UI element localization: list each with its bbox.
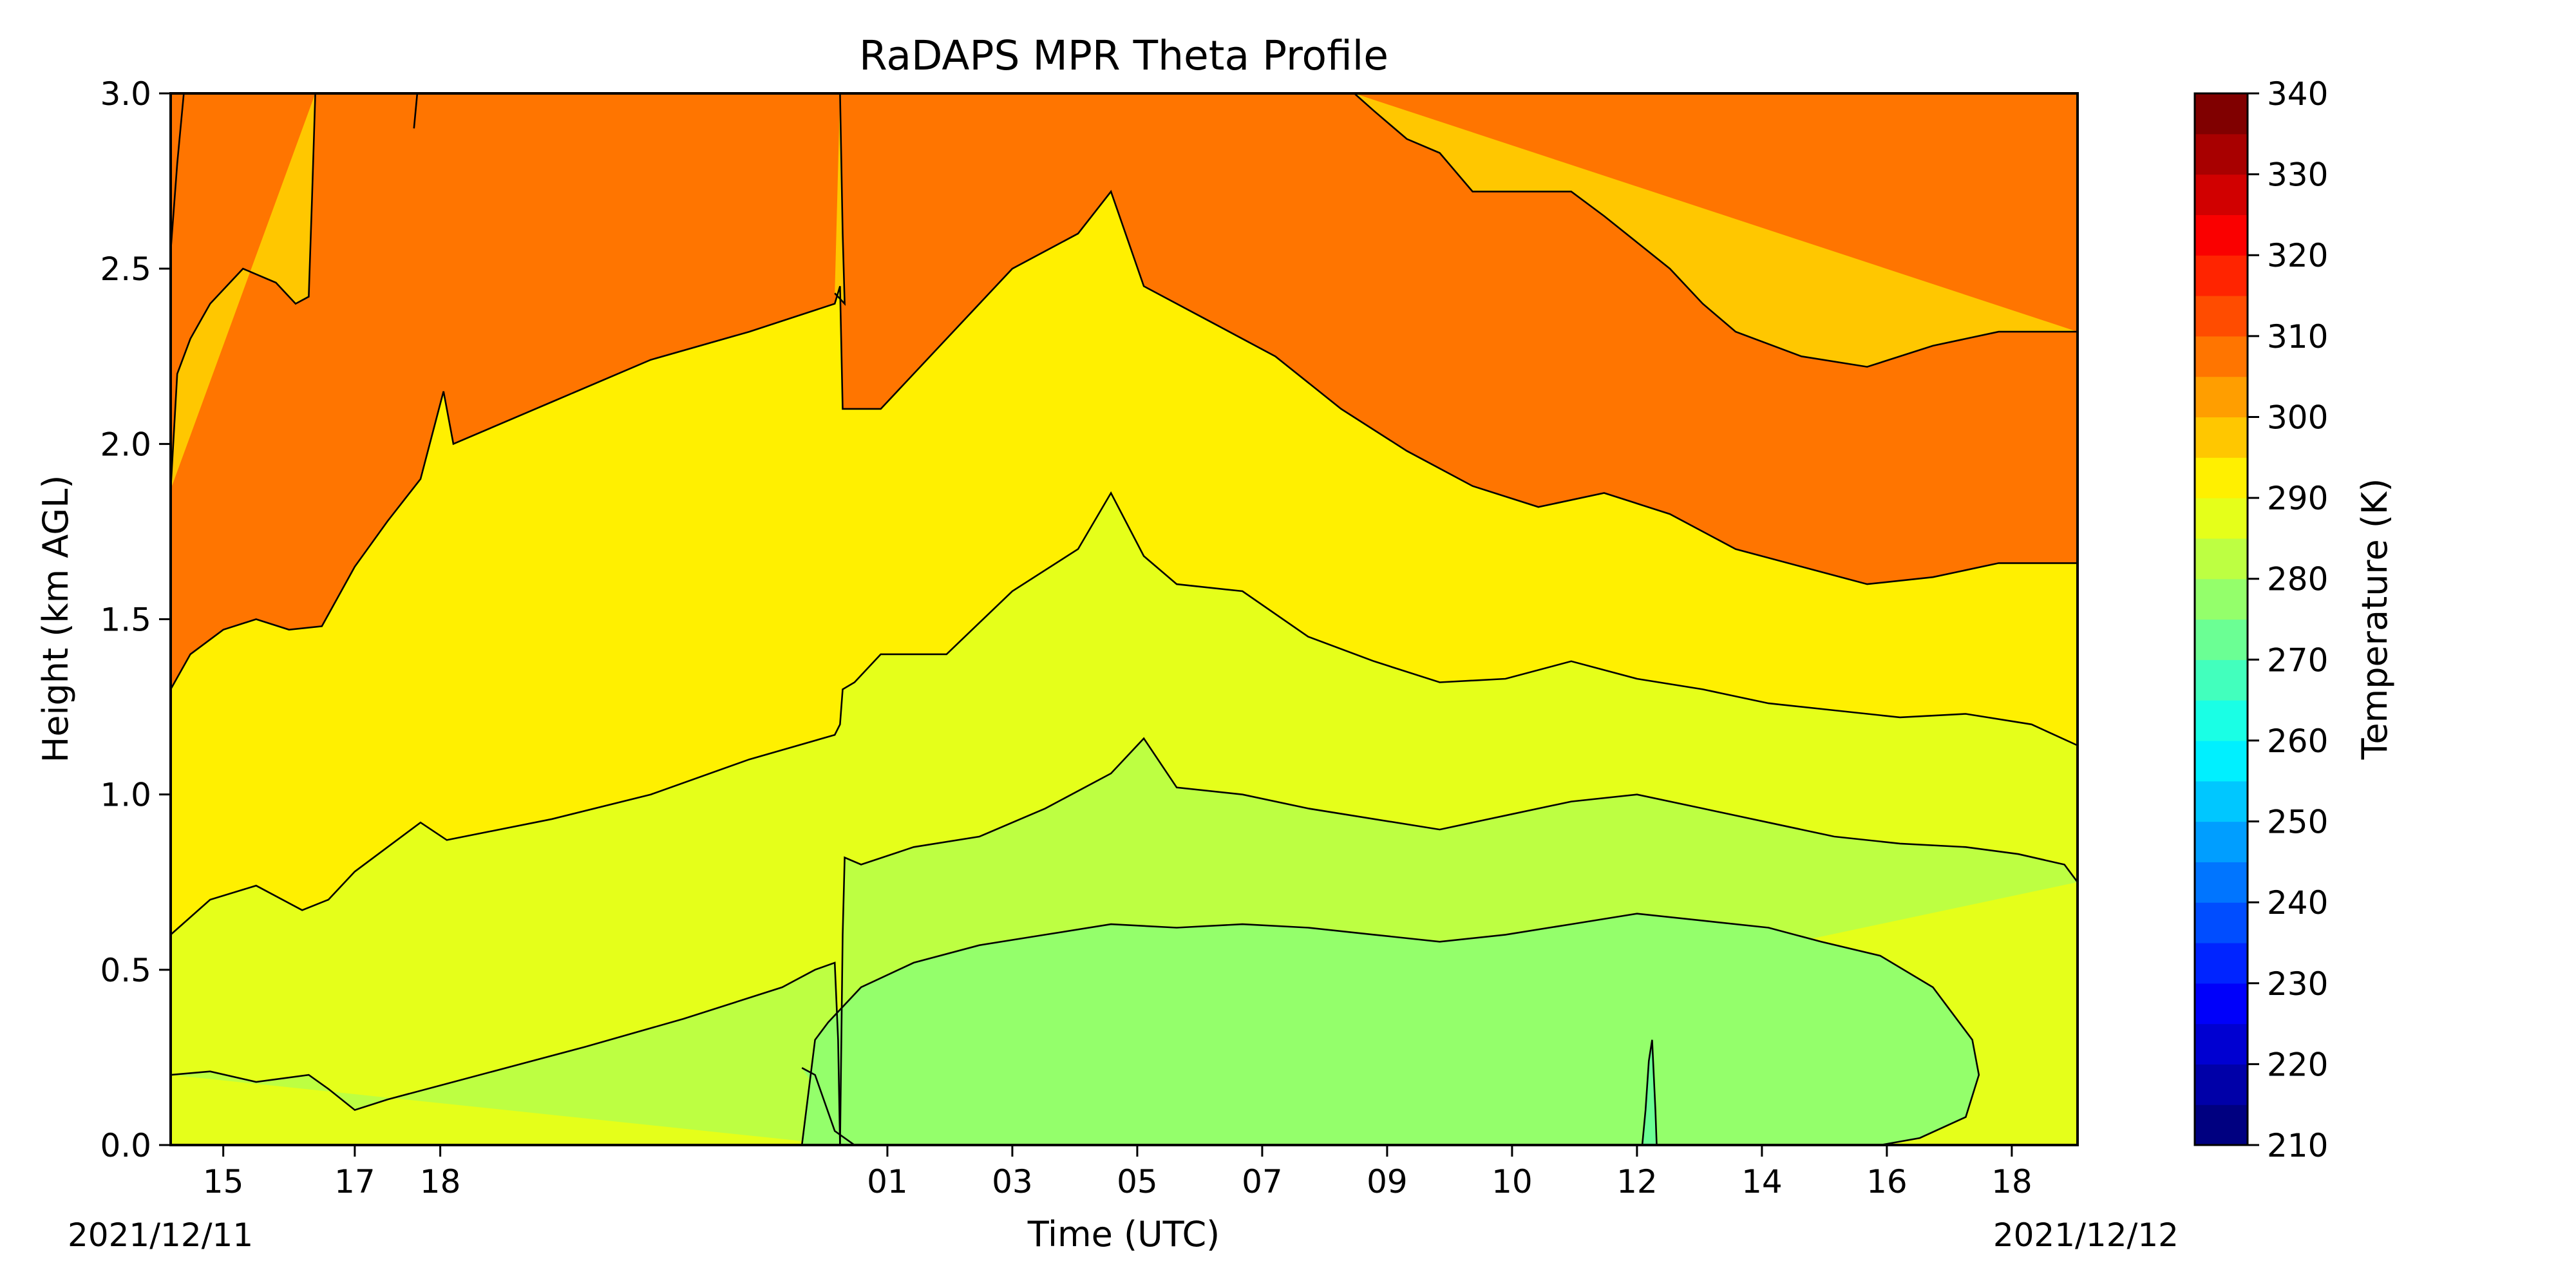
y-tick-label-5: 2.5 [100, 251, 151, 288]
contour-lines [171, 93, 2078, 1145]
band-below-280-0 [802, 913, 1979, 1145]
colorbar-bin-4 [2195, 942, 2248, 984]
colorbar-bin-9 [2195, 740, 2248, 782]
contour-285-4 [839, 737, 2078, 1145]
y-tick-label-1: 0.5 [100, 952, 151, 989]
colorbar-tick-label-10: 310 [2267, 318, 2328, 355]
y-axis-label: Height (km AGL) [35, 475, 76, 763]
x-tick-label-6: 07 [1242, 1163, 1283, 1200]
contour-300-8 [834, 93, 846, 306]
band-below-285-0 [171, 962, 840, 1145]
colorbar-bin-2 [2195, 1023, 2248, 1065]
contour-300-9 [1354, 93, 2078, 368]
colorbar-bin-17 [2195, 417, 2248, 458]
x-tick-label-4: 03 [992, 1163, 1033, 1200]
colorbar-bin-25 [2195, 93, 2248, 135]
colorbar-tick-label-0: 210 [2267, 1127, 2328, 1164]
colorbar-bin-22 [2195, 214, 2248, 256]
colorbar-bin-6 [2195, 862, 2248, 903]
contour-280-1 [800, 913, 1980, 1145]
contour-290-5 [171, 491, 2078, 936]
contour-300-7 [171, 93, 316, 490]
x-tick-label-10: 14 [1741, 1163, 1783, 1200]
colorbar: 210 220 230 240 250 260 270 280 290 300 310 320 330 3… [2193, 75, 2328, 1164]
colorbar-tick-label-11: 320 [2267, 237, 2328, 274]
colorbar-bin-23 [2195, 174, 2248, 216]
colorbar-bin-20 [2195, 296, 2248, 337]
colorbar-tick-label-7: 280 [2267, 561, 2328, 598]
y-tick-label-4: 2.0 [100, 426, 151, 463]
band-below-300-0 [171, 93, 316, 490]
x-tick-label-0: 15 [203, 1163, 244, 1200]
colorbar-bin-13 [2195, 578, 2248, 620]
colorbar-bin-14 [2195, 538, 2248, 580]
colorbar-tick-label-2: 230 [2267, 965, 2328, 1003]
x-tick-label-2: 18 [420, 1163, 461, 1200]
colorbar-bin-0 [2195, 1104, 2248, 1146]
colorbar-tick-label-5: 260 [2267, 723, 2328, 760]
contour-275-0 [1641, 1039, 1658, 1145]
x-tick-label-1: 17 [334, 1163, 375, 1200]
contour-295-6 [171, 189, 2078, 690]
colorbar-bin-19 [2195, 336, 2248, 377]
colorbar-tick-label-4: 250 [2267, 804, 2328, 841]
colorbar-tick-label-9: 300 [2267, 399, 2328, 436]
contour-305-10 [171, 93, 185, 252]
colorbar-tick-label-3: 240 [2267, 884, 2328, 922]
y-tick-label-6: 3.0 [100, 75, 151, 113]
band-below-280-1 [802, 1068, 855, 1145]
colorbar-tick-label-12: 330 [2267, 156, 2328, 194]
colorbar-bin-15 [2195, 498, 2248, 539]
x-axis: 15 17 18 01 03 05 07 09 10 12 14 16 18 [203, 1145, 2032, 1200]
colorbar-label: Temperature (K) [2354, 478, 2395, 761]
contour-280-2 [801, 1067, 855, 1145]
colorbar-bin-12 [2195, 619, 2248, 660]
colorbar-frame [2193, 92, 2249, 1146]
x-tick-label-12: 18 [1991, 1163, 2032, 1200]
colorbar-bin-24 [2195, 133, 2248, 175]
x-tick-label-3: 01 [867, 1163, 908, 1200]
colorbar-bin-10 [2195, 700, 2248, 741]
colorbar-bin-1 [2195, 1064, 2248, 1105]
colorbar-bin-18 [2195, 376, 2248, 418]
contour-285-3 [171, 961, 841, 1145]
theta-field [171, 93, 2078, 1145]
colorbar-tick-label-6: 270 [2267, 641, 2328, 679]
x-tick-label-11: 16 [1866, 1163, 1908, 1200]
colorbar-bin-8 [2195, 781, 2248, 822]
colorbar-bin-11 [2195, 659, 2248, 701]
colorbar-tick-label-1: 220 [2267, 1046, 2328, 1083]
colorbar-tick-label-13: 340 [2267, 75, 2328, 113]
y-tick-label-2: 1.0 [100, 777, 151, 814]
colorbar-tick-label-8: 290 [2267, 480, 2328, 517]
colorbar-bin-16 [2195, 457, 2248, 498]
y-tick-label-0: 0.0 [100, 1127, 151, 1164]
x-tick-label-7: 09 [1367, 1163, 1408, 1200]
y-tick-label-3: 1.5 [100, 601, 151, 639]
contour-305-11 [413, 93, 419, 129]
x-tick-label-8: 10 [1492, 1163, 1533, 1200]
x-tick-label-9: 12 [1616, 1163, 1658, 1200]
date-label-start: 2021/12/11 [68, 1217, 253, 1254]
band-below-300-1 [835, 93, 845, 304]
x-axis-label: Time (UTC) [1027, 1214, 1220, 1255]
x-tick-label-5: 05 [1117, 1163, 1158, 1200]
y-axis: 0.0 0.5 1.0 1.5 2.0 2.5 3.0 [100, 75, 171, 1164]
colorbar-bin-21 [2195, 255, 2248, 296]
colorbar-bin-7 [2195, 821, 2248, 862]
chart-title: RaDAPS MPR Theta Profile [859, 32, 1388, 79]
date-label-end: 2021/12/12 [1993, 1217, 2179, 1254]
colorbar-bin-3 [2195, 983, 2248, 1025]
band-below-300-2 [1354, 93, 2078, 367]
colorbar-bin-5 [2195, 902, 2248, 943]
